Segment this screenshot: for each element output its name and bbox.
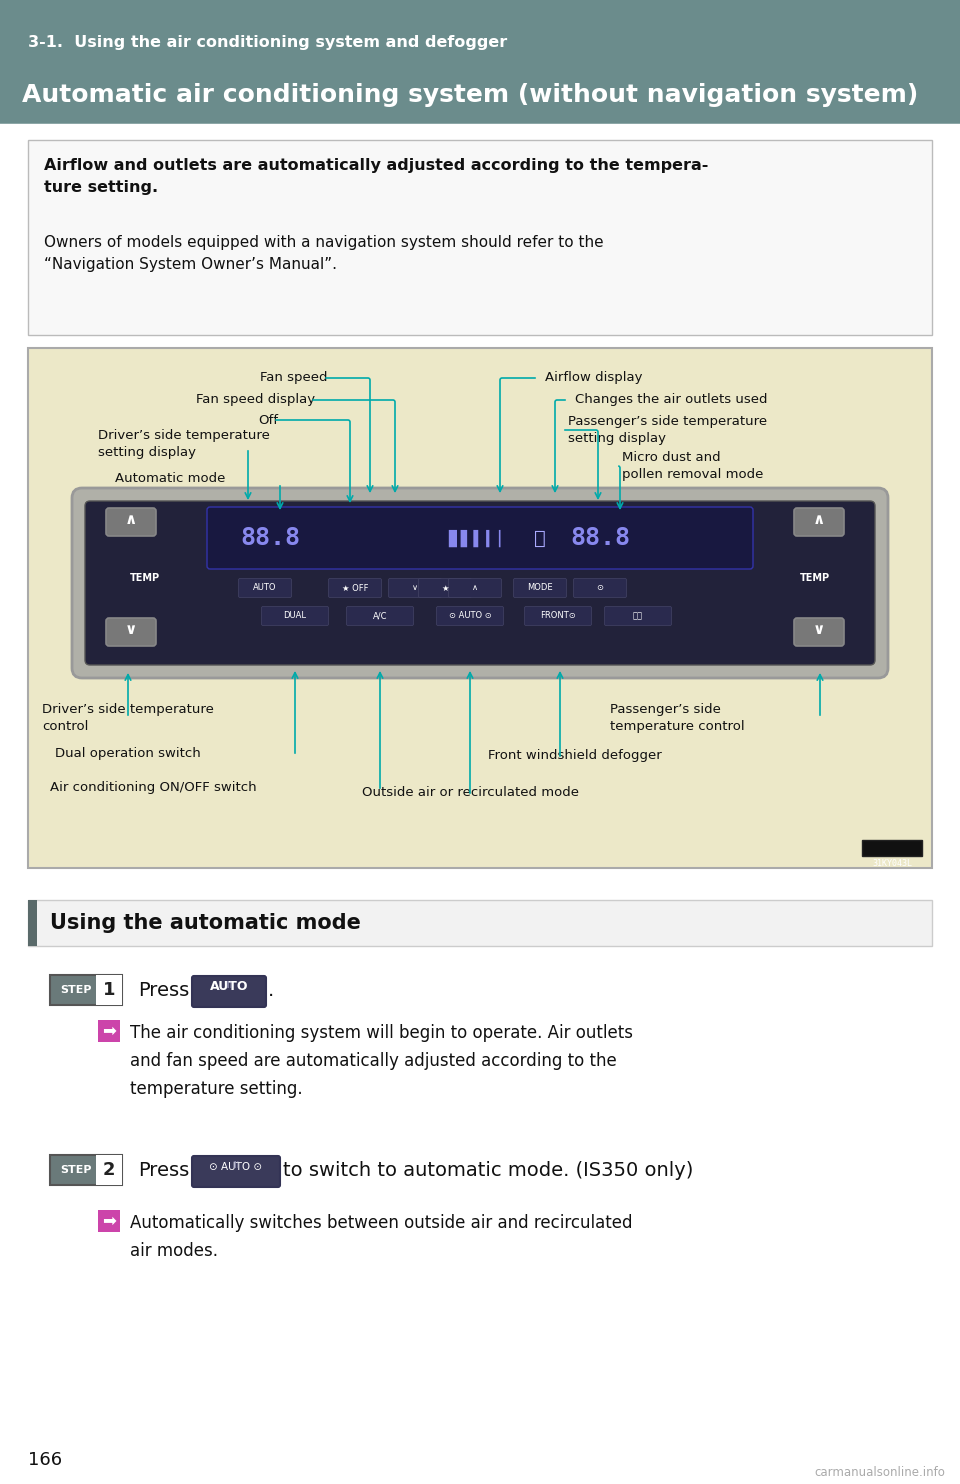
Text: .: . — [268, 981, 275, 1000]
Text: |||: ||| — [226, 981, 232, 987]
FancyBboxPatch shape — [85, 502, 875, 665]
Text: AUTO: AUTO — [253, 583, 276, 592]
Text: Fan speed display: Fan speed display — [196, 393, 315, 407]
FancyBboxPatch shape — [238, 579, 292, 598]
Text: 166: 166 — [28, 1451, 62, 1469]
Text: Driver’s side temperature
setting display: Driver’s side temperature setting displa… — [98, 429, 270, 459]
Text: ∧: ∧ — [125, 512, 137, 527]
Text: Air conditioning ON/OFF switch: Air conditioning ON/OFF switch — [50, 782, 256, 794]
Text: ∨: ∨ — [813, 622, 826, 638]
Text: Driver’s side temperature
control: Driver’s side temperature control — [42, 703, 214, 733]
Text: TEMP: TEMP — [130, 573, 160, 583]
Text: 🤱: 🤱 — [534, 528, 546, 548]
Text: ⊙ AUTO ⊙: ⊙ AUTO ⊙ — [209, 1162, 263, 1172]
Text: 31KY043L: 31KY043L — [872, 859, 912, 868]
Text: A/C: A/C — [372, 611, 387, 620]
FancyBboxPatch shape — [192, 976, 266, 1008]
Text: TEMP: TEMP — [800, 573, 830, 583]
Text: |||: ||| — [232, 1160, 240, 1168]
FancyBboxPatch shape — [98, 1020, 120, 1042]
FancyBboxPatch shape — [524, 607, 591, 625]
FancyBboxPatch shape — [0, 0, 960, 125]
Text: DUAL: DUAL — [283, 611, 306, 620]
FancyBboxPatch shape — [96, 1155, 122, 1186]
FancyBboxPatch shape — [98, 1209, 120, 1232]
Text: Owners of models equipped with a navigation system should refer to the
“Navigati: Owners of models equipped with a navigat… — [44, 234, 604, 272]
Text: Automatic mode: Automatic mode — [115, 472, 226, 484]
Text: FRONT⊙: FRONT⊙ — [540, 611, 576, 620]
Text: ∨: ∨ — [412, 583, 418, 592]
Text: STEP: STEP — [60, 1165, 91, 1175]
FancyBboxPatch shape — [389, 579, 442, 598]
Text: ➡: ➡ — [102, 1212, 116, 1230]
Text: Press: Press — [138, 981, 189, 1000]
Text: Automatically switches between outside air and recirculated
air modes.: Automatically switches between outside a… — [130, 1214, 633, 1260]
Text: ★: ★ — [442, 583, 448, 592]
FancyBboxPatch shape — [28, 899, 932, 945]
Text: ∧: ∧ — [813, 512, 826, 527]
FancyBboxPatch shape — [72, 488, 888, 678]
Text: ⧈⧉: ⧈⧉ — [633, 611, 643, 620]
Text: 1: 1 — [103, 981, 115, 999]
FancyBboxPatch shape — [106, 508, 156, 536]
Text: Micro dust and
pollen removal mode: Micro dust and pollen removal mode — [622, 451, 763, 481]
FancyBboxPatch shape — [347, 607, 414, 625]
Text: Dual operation switch: Dual operation switch — [55, 746, 201, 760]
Text: Outside air or recirculated mode: Outside air or recirculated mode — [362, 787, 579, 800]
Text: Automatic air conditioning system (without navigation system): Automatic air conditioning system (witho… — [22, 83, 919, 107]
Text: Using the automatic mode: Using the automatic mode — [50, 913, 361, 933]
FancyBboxPatch shape — [862, 840, 922, 856]
Text: 88.8: 88.8 — [240, 525, 300, 551]
FancyBboxPatch shape — [207, 508, 753, 568]
Text: 88.8: 88.8 — [570, 525, 630, 551]
Text: Press: Press — [138, 1160, 189, 1180]
Text: Passenger’s side temperature
setting display: Passenger’s side temperature setting dis… — [568, 416, 767, 445]
FancyBboxPatch shape — [605, 607, 671, 625]
Text: Changes the air outlets used: Changes the air outlets used — [575, 393, 767, 407]
FancyBboxPatch shape — [328, 579, 381, 598]
FancyBboxPatch shape — [50, 1155, 122, 1186]
FancyBboxPatch shape — [28, 139, 932, 335]
FancyBboxPatch shape — [50, 975, 122, 1005]
FancyBboxPatch shape — [261, 607, 328, 625]
Text: 2: 2 — [103, 1160, 115, 1178]
FancyBboxPatch shape — [437, 607, 503, 625]
Text: ★ OFF: ★ OFF — [342, 583, 369, 592]
FancyBboxPatch shape — [96, 975, 122, 1005]
Text: Fan speed: Fan speed — [260, 371, 328, 384]
Text: ▋▌▍▎▏: ▋▌▍▎▏ — [448, 528, 512, 548]
Text: STEP: STEP — [60, 985, 91, 994]
Text: to switch to automatic mode. (IS350 only): to switch to automatic mode. (IS350 only… — [283, 1160, 693, 1180]
Text: Passenger’s side
temperature control: Passenger’s side temperature control — [610, 703, 745, 733]
FancyBboxPatch shape — [794, 617, 844, 646]
Text: ∧: ∧ — [472, 583, 478, 592]
Text: Airflow display: Airflow display — [545, 371, 642, 384]
Text: MODE: MODE — [527, 583, 553, 592]
Text: AUTO: AUTO — [209, 981, 249, 993]
Text: The air conditioning system will begin to operate. Air outlets
and fan speed are: The air conditioning system will begin t… — [130, 1024, 633, 1098]
FancyBboxPatch shape — [192, 1156, 280, 1187]
Text: Airflow and outlets are automatically adjusted according to the tempera-
ture se: Airflow and outlets are automatically ad… — [44, 157, 708, 194]
FancyBboxPatch shape — [514, 579, 566, 598]
FancyBboxPatch shape — [28, 899, 37, 945]
FancyBboxPatch shape — [106, 617, 156, 646]
FancyBboxPatch shape — [419, 579, 471, 598]
Text: Off: Off — [258, 414, 278, 426]
Text: carmanualsonline.info: carmanualsonline.info — [814, 1466, 945, 1478]
FancyBboxPatch shape — [573, 579, 627, 598]
Text: ➡: ➡ — [102, 1022, 116, 1040]
FancyBboxPatch shape — [794, 508, 844, 536]
Text: ∨: ∨ — [125, 622, 137, 638]
FancyBboxPatch shape — [448, 579, 501, 598]
FancyBboxPatch shape — [28, 349, 932, 868]
Text: ⊙ AUTO ⊙: ⊙ AUTO ⊙ — [448, 611, 492, 620]
Text: 3-1.  Using the air conditioning system and defogger: 3-1. Using the air conditioning system a… — [28, 34, 507, 49]
Text: ⊙: ⊙ — [596, 583, 604, 592]
Text: Front windshield defogger: Front windshield defogger — [488, 749, 661, 763]
